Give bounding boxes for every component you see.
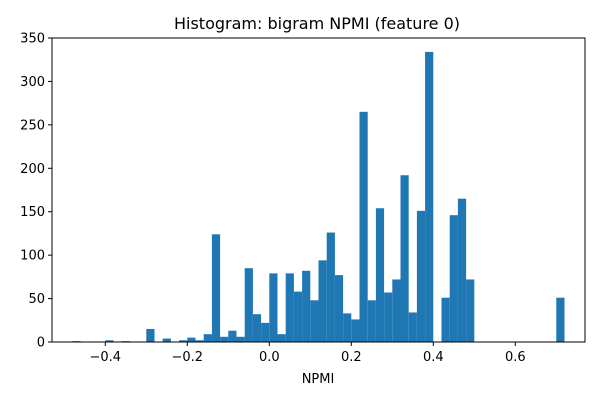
histogram-bar xyxy=(392,279,401,342)
histogram-bar xyxy=(293,291,303,342)
bars-group xyxy=(72,51,565,343)
chart-title: Histogram: bigram NPMI (feature 0) xyxy=(174,14,460,33)
histogram-bar xyxy=(187,337,196,342)
y-tick-label: 100 xyxy=(20,249,45,264)
histogram-bar xyxy=(302,270,311,342)
y-tick-label: 350 xyxy=(20,32,45,47)
histogram-bar xyxy=(449,215,458,342)
histogram-bar xyxy=(466,279,475,342)
histogram-bar xyxy=(441,297,450,342)
histogram-bar xyxy=(228,330,237,342)
y-tick-label: 250 xyxy=(20,118,45,133)
histogram-bar xyxy=(318,260,327,342)
histogram-bar xyxy=(416,210,426,342)
histogram-bar xyxy=(375,208,385,342)
histogram-bar xyxy=(146,328,155,342)
x-tick-label: 0.0 xyxy=(259,350,280,365)
histogram-bar xyxy=(310,300,319,342)
histogram-bar xyxy=(244,268,253,342)
histogram-bar xyxy=(400,175,409,342)
histogram-bar xyxy=(384,292,393,342)
y-tick-label: 300 xyxy=(20,75,45,90)
histogram-bar xyxy=(252,314,262,342)
histogram-bar xyxy=(425,51,434,343)
histogram-bar xyxy=(162,338,171,342)
histogram-bar xyxy=(334,275,344,342)
histogram-bar xyxy=(457,198,467,342)
x-axis-label: NPMI xyxy=(302,372,335,387)
histogram-bar xyxy=(367,300,376,342)
y-tick-label: 0 xyxy=(37,336,45,351)
histogram-bar xyxy=(195,340,204,342)
y-tick-label: 50 xyxy=(28,292,45,307)
histogram-bar xyxy=(269,273,278,342)
histogram-bar xyxy=(220,336,229,342)
histogram-bar xyxy=(285,273,294,342)
histogram-bar xyxy=(326,232,335,342)
x-tick-label: 0.4 xyxy=(423,350,444,365)
y-tick-label: 200 xyxy=(20,162,45,177)
histogram-bar xyxy=(277,334,286,342)
histogram-bar xyxy=(261,322,270,342)
x-tick-label: −0.2 xyxy=(172,350,204,365)
x-tick-label: 0.2 xyxy=(341,350,362,365)
histogram-bar xyxy=(105,340,114,342)
y-tick-label: 150 xyxy=(20,205,45,220)
plot-frame xyxy=(51,37,586,343)
histogram-bar xyxy=(179,340,188,342)
y-axis: 0 50 100 150 200 250 300 350 xyxy=(20,32,52,351)
histogram-bar xyxy=(351,319,360,342)
x-tick-label: −0.4 xyxy=(90,350,122,365)
histogram-bar xyxy=(556,297,565,342)
x-tick-label: 0.6 xyxy=(505,350,526,365)
histogram-bar xyxy=(359,111,368,342)
histogram-bar xyxy=(211,234,221,342)
histogram-bar xyxy=(203,334,212,342)
histogram-bar xyxy=(236,336,245,342)
histogram-bar xyxy=(343,313,352,342)
histogram-bar xyxy=(408,312,417,342)
x-axis: −0.4 −0.2 0.0 0.2 0.4 0.6 xyxy=(90,342,526,365)
